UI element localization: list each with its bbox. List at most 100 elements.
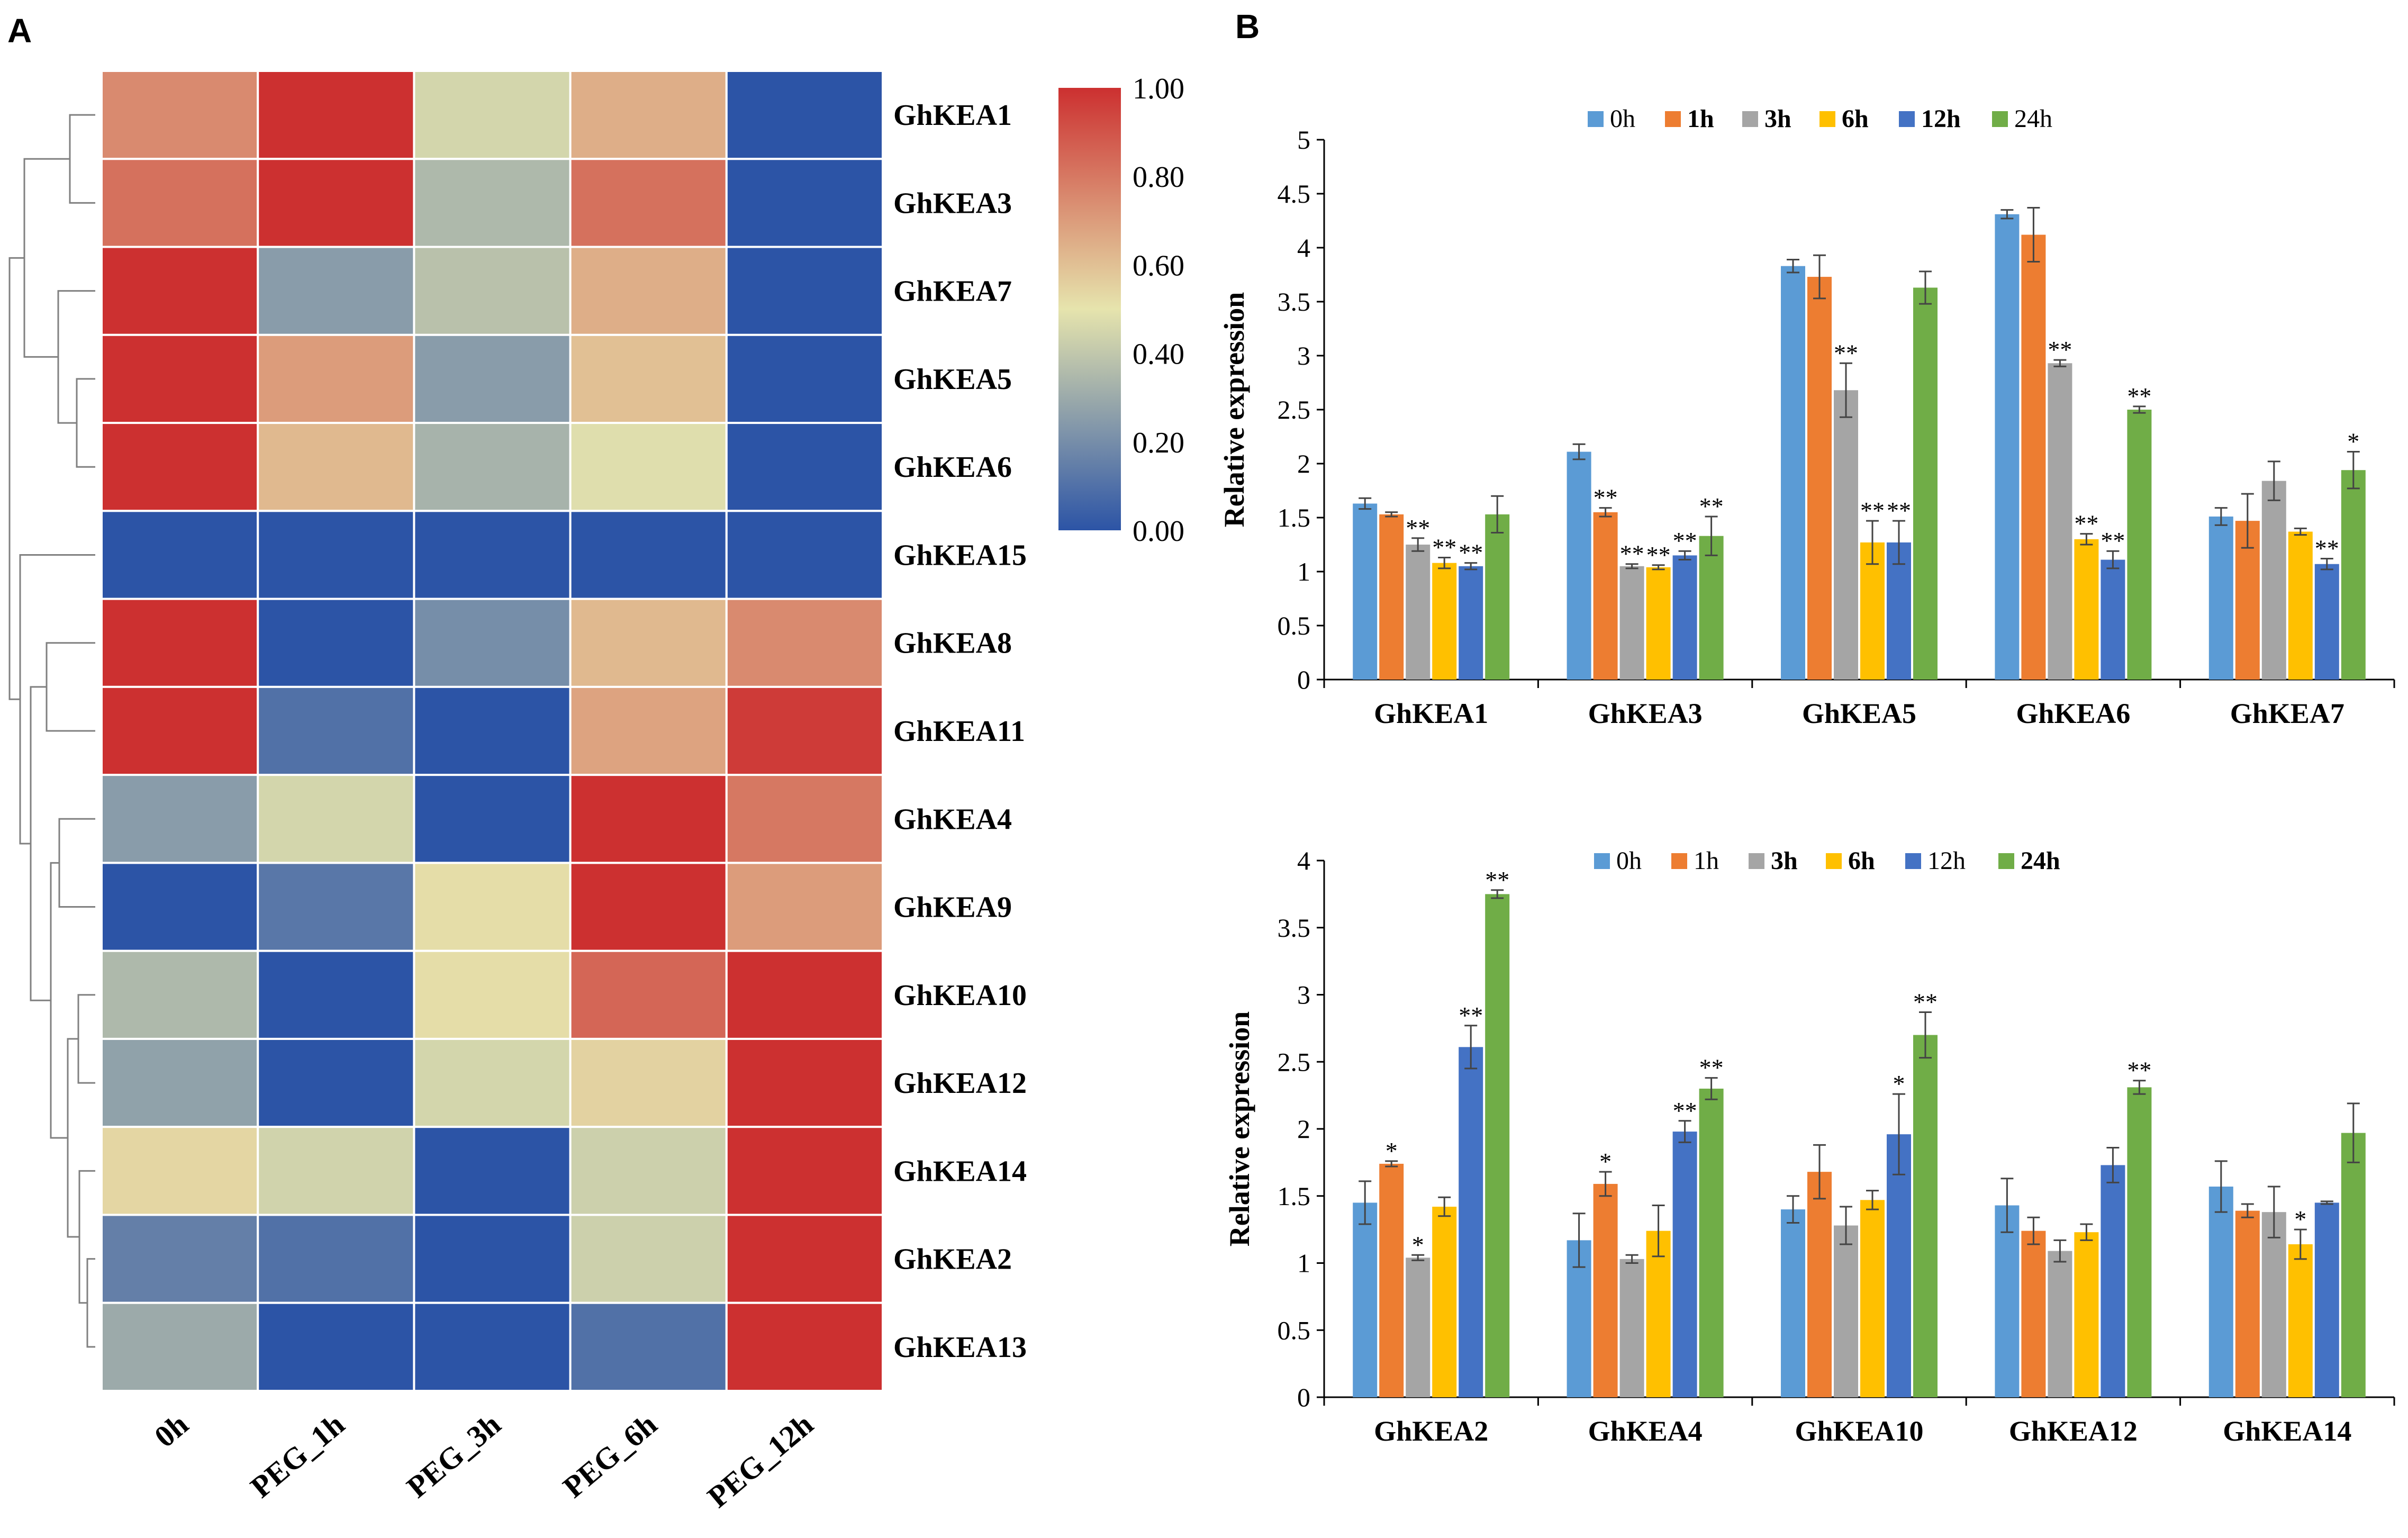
error-bar xyxy=(1840,362,1852,418)
bar-ghkea2-6h xyxy=(1432,1207,1457,1397)
error-bar xyxy=(1385,511,1398,518)
y-tick-label: 3.5 xyxy=(1278,287,1311,316)
x-category-label: GhKEA12 xyxy=(2009,1415,2138,1447)
legend-label: 24h xyxy=(2014,105,2052,133)
heatmap-cell-ghkea3-peg_1h xyxy=(257,158,415,248)
significance-marker: ** xyxy=(1432,533,1456,560)
bar-ghkea3-24h xyxy=(1699,536,1724,680)
heatmap-cell-ghkea13-0h xyxy=(101,1301,259,1392)
heatmap-cell-ghkea10-peg_3h xyxy=(413,949,572,1040)
error-bar xyxy=(2320,558,2333,571)
legend-label: 6h xyxy=(1848,847,1875,875)
error-bar xyxy=(2080,533,2093,546)
error-bar xyxy=(2027,207,2040,263)
y-tick-label: 2.5 xyxy=(1278,395,1311,424)
heatmap-cell-ghkea4-peg_1h xyxy=(257,774,415,864)
significance-marker: ** xyxy=(1459,1002,1483,1029)
bar-ghkea3-1h xyxy=(1593,512,1618,680)
dendrogram-branch xyxy=(86,1258,95,1348)
heatmap-cell-ghkea2-peg_12h xyxy=(725,1214,884,1304)
error-bar xyxy=(1787,258,1799,274)
heatmap-cell-ghkea12-peg_12h xyxy=(725,1037,884,1128)
bar-chart-top: 0 0.5 1 1.5 2 2.5 3 3.5 4 4.5 5 Relative expression… xyxy=(1218,105,2395,729)
y-tick-label: 4 xyxy=(1297,233,1310,263)
y-tick-label: 0.5 xyxy=(1278,1315,1311,1345)
dendrogram-branch xyxy=(8,257,24,700)
heatmap-cell-ghkea7-0h xyxy=(101,246,259,336)
error-bar xyxy=(1411,537,1425,552)
error-bar xyxy=(1678,1120,1691,1143)
y-tick-label: 5 xyxy=(1297,125,1310,155)
legend-swatch xyxy=(1742,111,1758,127)
significance-marker: ** xyxy=(1406,514,1430,541)
legend-label: 0h xyxy=(1610,105,1635,133)
heatmap-cell-ghkea12-peg_3h xyxy=(413,1037,572,1128)
heatmap: GhKEA1 GhKEA3 GhKEA7 GhKEA5 GhKEA6 GhKEA15 GhK… xyxy=(8,70,1184,1514)
heatmap-cell-ghkea13-peg_6h xyxy=(569,1301,728,1392)
significance-marker: * xyxy=(2347,428,2359,455)
x-category-label: GhKEA3 xyxy=(1588,698,1703,729)
heatmap-cell-ghkea6-peg_3h xyxy=(413,422,572,512)
error-bar xyxy=(1705,1077,1718,1100)
error-bar xyxy=(2241,1203,2254,1218)
error-bar xyxy=(1359,497,1372,510)
heatmap-cell-ghkea6-peg_12h xyxy=(725,422,884,512)
colorbar-gradient xyxy=(1058,88,1121,530)
legend-label: 24h xyxy=(2021,847,2060,875)
bar-ghkea12-12h xyxy=(2101,1165,2125,1397)
bar-ghkea4-24h xyxy=(1699,1088,1724,1397)
bar-ghkea12-1h xyxy=(2021,1231,2046,1397)
heatmap-column-labels: 0h PEG_1h PEG_3h PEG_6h PEG_12h xyxy=(148,1407,820,1514)
heatmap-cell-ghkea2-peg_3h xyxy=(413,1214,572,1304)
significance-marker: ** xyxy=(1913,988,1938,1015)
significance-marker: * xyxy=(2294,1206,2306,1233)
heatmap-cell-ghkea2-peg_6h xyxy=(569,1214,728,1304)
error-bar xyxy=(1438,556,1451,569)
bar-ghkea5-24h xyxy=(1913,287,1938,680)
significance-marker: * xyxy=(1386,1137,1398,1164)
y-tick-label: 0.5 xyxy=(1278,611,1311,640)
dendrogram-branch xyxy=(77,994,95,1084)
heatmap-cell-ghkea2-peg_1h xyxy=(257,1214,415,1304)
legend-swatch xyxy=(1992,111,2008,127)
legend-swatch xyxy=(1826,853,1842,869)
error-bar xyxy=(1678,550,1691,561)
bar-ghkea14-1h xyxy=(2235,1210,2260,1397)
significance-marker: ** xyxy=(2315,535,2339,562)
heatmap-cell-ghkea7-peg_12h xyxy=(725,246,884,336)
legend-label: 6h xyxy=(1842,105,1869,133)
colorbar-tick-label: 0.80 xyxy=(1133,161,1184,194)
heatmap-row-label: GhKEA11 xyxy=(893,715,1025,748)
significance-marker: ** xyxy=(2127,383,2151,410)
heatmap-cell-ghkea11-peg_12h xyxy=(725,685,884,776)
colorbar-tick-label: 0.60 xyxy=(1133,249,1184,282)
bar-ghkea7-12h xyxy=(2314,564,2339,680)
y-tick-label: 4 xyxy=(1297,846,1310,875)
bar-ghkea1-3h xyxy=(1406,545,1431,680)
heatmap-cell-ghkea13-peg_1h xyxy=(257,1301,415,1392)
significance-marker: ** xyxy=(1594,484,1618,511)
y-tick-label: 1.5 xyxy=(1278,503,1311,532)
colorbar-tick-label: 0.40 xyxy=(1133,338,1184,371)
bar-ghkea1-24h xyxy=(1485,514,1510,680)
error-bar xyxy=(2267,460,2280,501)
heatmap-cell-ghkea3-peg_12h xyxy=(725,158,884,248)
heatmap-row-label: GhKEA4 xyxy=(893,803,1012,836)
error-bar xyxy=(2214,1160,2228,1213)
bar-ghkea1-12h xyxy=(1459,566,1483,680)
bar-ghkea3-3h xyxy=(1619,566,1644,680)
heatmap-cell-ghkea8-0h xyxy=(101,598,259,688)
heatmap-cell-ghkea10-peg_1h xyxy=(257,949,415,1040)
legend-swatch xyxy=(1594,853,1610,869)
panel-label-a: A xyxy=(7,12,32,50)
bar-ghkea2-24h xyxy=(1485,894,1510,1397)
dendrogram-branch xyxy=(30,686,51,1001)
colorbar-tick-label: 0.00 xyxy=(1133,515,1184,548)
bar-ghkea12-24h xyxy=(2127,1087,2152,1397)
heatmap-cell-ghkea3-peg_6h xyxy=(569,158,728,248)
bar-ghkea6-3h xyxy=(2048,363,2072,680)
bar-ghkea3-12h xyxy=(1672,555,1697,680)
error-bar xyxy=(2241,493,2254,549)
heatmap-row-label: GhKEA10 xyxy=(893,979,1027,1012)
legend-label: 12h xyxy=(1927,847,1966,875)
